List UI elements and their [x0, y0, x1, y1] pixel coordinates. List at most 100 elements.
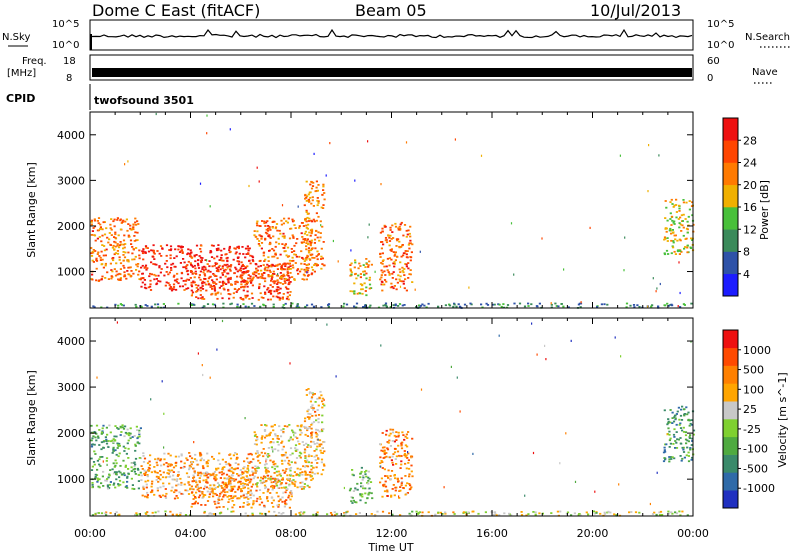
power-cell	[670, 252, 673, 255]
power-cell	[401, 244, 404, 246]
power-cell	[196, 262, 200, 265]
velocity-cell	[230, 470, 233, 473]
velocity-cell	[317, 438, 319, 441]
velocity-cell	[363, 471, 367, 473]
power-cell	[118, 244, 121, 247]
power-cell	[287, 298, 290, 301]
velocity-cell	[215, 506, 218, 509]
power-colorbar-segment	[723, 207, 738, 230]
power-cell	[268, 227, 271, 230]
power-cell	[405, 263, 408, 266]
power-cell	[381, 260, 384, 262]
velocity-cell	[147, 470, 151, 472]
velocity-cell	[226, 495, 229, 498]
velocity-cell	[109, 512, 112, 514]
power-cell	[179, 245, 182, 248]
power-cell	[124, 251, 127, 254]
velocity-cell	[223, 494, 226, 496]
power-cell	[215, 275, 218, 277]
velocity-cell	[679, 414, 683, 417]
velocity-cell	[235, 453, 238, 456]
velocity-cell	[303, 420, 307, 423]
velocity-cell	[224, 482, 227, 484]
velocity-cell	[126, 442, 129, 445]
velocity-cell	[221, 468, 224, 471]
power-cell	[243, 286, 246, 289]
power-cell	[427, 302, 430, 305]
velocity-cell	[94, 431, 97, 434]
power-cell	[155, 112, 157, 116]
velocity-cell	[300, 431, 303, 434]
velocity-cell	[330, 513, 334, 516]
velocity-cell	[237, 474, 240, 477]
velocity-cell	[252, 502, 255, 505]
power-cell	[200, 261, 203, 264]
velocity-cell	[394, 477, 397, 480]
power-cell	[673, 223, 676, 225]
power-cell	[679, 216, 682, 219]
velocity-cell	[690, 458, 693, 461]
velocity-cell	[120, 431, 123, 433]
power-cell	[269, 284, 272, 286]
velocity-cell	[679, 455, 682, 457]
velocity-cell	[267, 447, 270, 449]
power-cell	[305, 226, 308, 229]
nave-tick-top: 60	[707, 56, 720, 67]
power-cell	[249, 277, 252, 280]
power-cell	[388, 274, 391, 276]
velocity-cell	[265, 458, 268, 461]
power-cell	[122, 247, 125, 250]
velocity-cell	[683, 413, 686, 415]
power-cell	[306, 238, 309, 241]
power-cell	[315, 212, 318, 215]
velocity-cell	[280, 482, 283, 485]
power-cell	[317, 254, 320, 256]
velocity-cell	[275, 484, 279, 487]
power-cell	[286, 295, 289, 298]
x-tick-label: 12:00	[376, 527, 408, 540]
velocity-cell	[320, 461, 323, 464]
velocity-cell	[272, 486, 275, 489]
velocity-cell	[202, 472, 205, 475]
velocity-cell	[404, 435, 407, 438]
power-cell	[399, 223, 402, 226]
power-cell	[686, 251, 689, 254]
power-cell	[95, 267, 98, 270]
power-cell	[277, 281, 280, 284]
power-cell	[307, 267, 310, 269]
power-cell	[277, 242, 281, 245]
power-cell	[264, 266, 267, 269]
power-cell	[396, 281, 399, 284]
velocity-cell	[391, 440, 394, 442]
velocity-cell	[192, 498, 195, 500]
velocity-cell	[310, 433, 313, 435]
velocity-cell	[314, 414, 317, 417]
power-cell	[216, 268, 219, 271]
velocity-cell	[216, 348, 218, 351]
power-cell	[315, 219, 318, 222]
power-cell	[381, 271, 384, 274]
power-cell	[136, 239, 139, 241]
power-cell	[309, 258, 312, 261]
power-cell	[463, 303, 467, 306]
velocity-cell	[173, 491, 176, 494]
velocity-colorbar-segment	[723, 401, 738, 420]
power-cell	[395, 245, 398, 247]
power-colorbar-tick-label: 12	[743, 223, 757, 236]
power-cell	[686, 231, 689, 234]
velocity-cell	[306, 465, 310, 468]
power-cell	[304, 219, 307, 222]
power-cell	[176, 272, 179, 275]
velocity-cell	[199, 452, 202, 455]
power-ytick-label: 1000	[57, 266, 85, 279]
power-cell	[250, 282, 253, 284]
velocity-cell	[217, 502, 220, 505]
power-cell	[194, 270, 197, 273]
power-cell	[405, 229, 408, 232]
velocity-cell	[228, 475, 231, 478]
power-cell	[271, 255, 274, 258]
power-cell	[403, 304, 406, 306]
velocity-cell	[313, 455, 316, 458]
power-cell	[91, 259, 94, 262]
velocity-cell	[220, 485, 223, 487]
